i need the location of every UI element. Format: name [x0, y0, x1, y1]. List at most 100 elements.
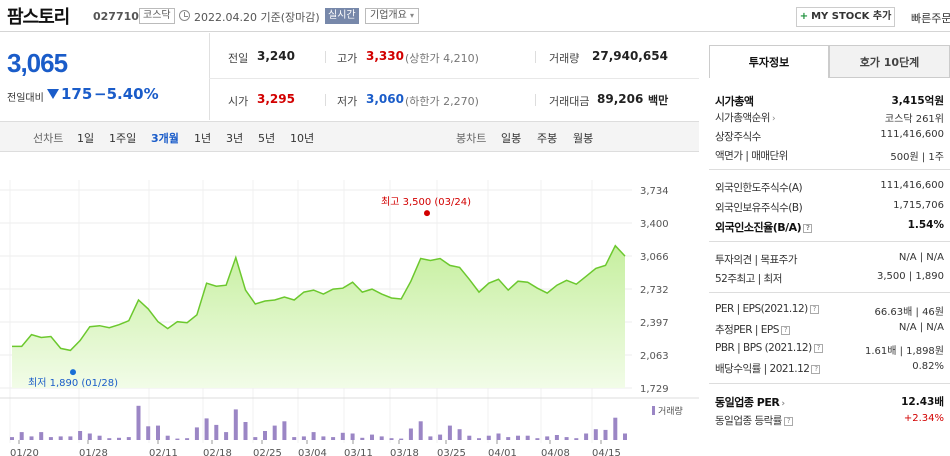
info-row-value: +2.34%: [903, 413, 944, 424]
down-triangle-icon: [47, 89, 59, 99]
y-tick-label: 3,734: [640, 186, 669, 197]
x-tick-label: 04/01: [488, 448, 517, 456]
volume-bar: [39, 432, 44, 440]
volume-bar: [399, 438, 404, 440]
plus-icon: +: [799, 11, 809, 22]
volume-bar: [428, 436, 433, 440]
price-chart[interactable]: 3,734 3,400 3,066 2,732 2,397 2,063 1,729 01/20…: [0, 153, 699, 456]
tab-10year[interactable]: 10년: [290, 132, 315, 145]
info-row: PBR | BPS (2021.12)? 1.61배 | 1,898원: [709, 342, 950, 357]
x-tick-label: 03/11: [344, 448, 373, 456]
volume-bar: [68, 436, 73, 440]
info-row-label: PBR | BPS (2021.12)?: [715, 342, 823, 354]
realtime-button[interactable]: 실시간: [325, 8, 359, 24]
info-section-divider: [709, 169, 950, 170]
tab-weekly-candle[interactable]: 주봉: [537, 132, 558, 145]
info-row-value: 1,715,706: [893, 200, 944, 211]
tab-3month[interactable]: 3개월: [151, 132, 179, 145]
tab-1day[interactable]: 1일: [77, 132, 95, 145]
help-icon[interactable]: ?: [811, 364, 821, 374]
high-marker: [424, 210, 430, 217]
volume-bar: [418, 421, 423, 440]
volume-bar: [457, 429, 462, 440]
divider: [535, 51, 536, 63]
info-row-value: 3,500 | 1,890: [877, 271, 944, 282]
volume-bar: [292, 437, 297, 440]
volume-bar: [603, 429, 608, 440]
x-tick-label: 03/18: [390, 448, 419, 456]
company-overview-dropdown[interactable]: 기업개요 ▾: [365, 8, 420, 24]
volume-bar: [136, 405, 141, 440]
info-row-label: 동일업종 PER ›: [715, 394, 785, 410]
tab-order-book[interactable]: 호가 10단계: [829, 45, 950, 78]
tab-monthly-candle[interactable]: 월봉: [573, 132, 594, 145]
prev-close-value: 3,240: [257, 49, 295, 63]
help-icon[interactable]: ?: [783, 416, 793, 426]
info-row-label-text: 상장주식수: [715, 131, 761, 143]
volume-bar: [321, 436, 326, 440]
tab-3year[interactable]: 3년: [226, 132, 244, 145]
add-my-stock-button[interactable]: + MY STOCK 추가: [796, 7, 895, 27]
change-rate: −5.40%: [94, 85, 159, 103]
tab-investment-info[interactable]: 투자정보: [709, 45, 829, 78]
info-row-label-text: 배당수익률 | 2021.12: [715, 363, 810, 375]
volume-bar: [370, 434, 374, 440]
info-row-label-text: 외국인보유주식수(B): [715, 202, 803, 214]
info-row: 외국인한도주식수(A) 111,416,600: [709, 180, 950, 195]
upper-limit: (상한가 4,210): [405, 52, 479, 65]
info-section-divider: [709, 241, 950, 242]
stock-name: 팜스토리: [7, 7, 70, 28]
tab-5year[interactable]: 5년: [258, 132, 276, 145]
info-row-value: 12.43배: [901, 396, 944, 408]
chevron-right-icon[interactable]: ›: [781, 399, 785, 409]
info-row-value: 111,416,600: [880, 180, 944, 191]
volume-bar: [564, 437, 569, 440]
help-icon[interactable]: ?: [780, 325, 790, 335]
help-icon[interactable]: ?: [813, 343, 823, 353]
summary-row-divider: [209, 78, 699, 79]
investment-info-panel: 투자정보 호가 10단계 시가총액 3,415억원 시가총액순위 › 코스닥 261위 상…: [709, 45, 950, 456]
high-annotation: 최고 3,500 (03/24): [381, 196, 471, 208]
info-row-label: 액면가 | 매매단위: [715, 148, 788, 163]
high-label: 고가: [337, 52, 358, 65]
info-row: 시가총액 3,415억원: [709, 93, 950, 108]
info-row-label: 외국인소진율(B/A)?: [715, 219, 813, 235]
info-row: 외국인보유주식수(B) 1,715,706: [709, 200, 950, 215]
tab-1year[interactable]: 1년: [194, 132, 212, 145]
x-tick-label: 03/25: [437, 448, 466, 456]
chevron-right-icon[interactable]: ›: [771, 114, 776, 124]
volume-bar: [156, 425, 160, 440]
volume-bar: [87, 433, 92, 440]
info-row: 액면가 | 매매단위 500원 | 1주: [709, 148, 950, 163]
help-icon[interactable]: ?: [803, 223, 813, 233]
current-price: 3,065: [7, 48, 68, 78]
summary-divider: [209, 33, 210, 120]
volume-bar: [243, 422, 248, 440]
info-row-label-text: 외국인소진율(B/A): [715, 221, 802, 234]
info-row-label: PER | EPS(2021.12)?: [715, 303, 819, 315]
info-row-label-text: 투자의견 | 목표주가: [715, 254, 798, 266]
volume-bar: [574, 438, 579, 440]
volume-bar: [593, 429, 598, 440]
info-section-divider: [709, 292, 950, 293]
x-tick-label: 04/08: [541, 448, 570, 456]
info-row-label: 시가총액: [715, 93, 754, 109]
price-line: [12, 244, 626, 352]
x-tick-label: 01/20: [10, 448, 39, 456]
x-tick-label: 01/28: [79, 448, 108, 456]
help-icon[interactable]: ?: [809, 304, 819, 314]
info-row-label: 추정PER | EPS?: [715, 322, 790, 337]
info-row: 추정PER | EPS? N/A | N/A: [709, 322, 950, 337]
quick-order-link[interactable]: 빠른주문: [911, 12, 950, 25]
lower-limit: (하한가 2,270): [405, 95, 479, 108]
candle-chart-label: 봉차트: [456, 132, 487, 145]
tab-1week[interactable]: 1주일: [109, 132, 137, 145]
info-section-divider: [709, 383, 950, 384]
volume-bar: [204, 418, 209, 440]
info-row-value: 1.61배 | 1,898원: [864, 346, 944, 357]
open-value: 3,295: [257, 92, 295, 106]
tab-daily-candle[interactable]: 일봉: [501, 132, 522, 145]
volume-bar: [545, 436, 550, 440]
change-amount: 175: [61, 85, 93, 103]
info-row: 외국인소진율(B/A)? 1.54%: [709, 219, 950, 234]
